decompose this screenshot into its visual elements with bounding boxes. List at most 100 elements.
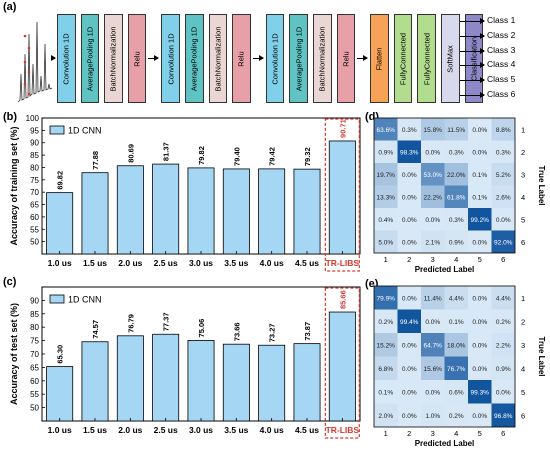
y-tick-label: 3 bbox=[521, 341, 525, 350]
matrix-cell bbox=[421, 286, 445, 310]
matrix-cell-value: 0.2% bbox=[378, 319, 393, 326]
matrix-cell-value: 0.2% bbox=[449, 413, 464, 420]
matrix-cell-value: 0.1% bbox=[472, 172, 487, 179]
matrix-cell bbox=[374, 286, 398, 310]
matrix-cell bbox=[397, 118, 421, 141]
matrix-cell bbox=[421, 356, 445, 380]
bar-value-label: 85.66 bbox=[338, 290, 347, 309]
layer-block: SoftMax bbox=[441, 14, 460, 103]
matrix-cell-value: 19.7% bbox=[377, 172, 396, 179]
x-tick-label: 3.5 us bbox=[224, 258, 248, 268]
matrix-cell bbox=[374, 380, 398, 404]
matrix-cell bbox=[491, 230, 515, 253]
y-tick-label: 90 bbox=[30, 296, 39, 305]
x-tick-label: 1 bbox=[384, 255, 388, 264]
matrix-cell-value: 79.9% bbox=[377, 295, 396, 302]
matrix-cell-value: 0.1% bbox=[472, 194, 487, 201]
matrix-cell-value: 6.8% bbox=[378, 366, 393, 373]
matrix-cell-value: 53.0% bbox=[424, 172, 443, 179]
matrix-cell-value: 13.3% bbox=[377, 194, 396, 201]
class-label: Class 4 bbox=[487, 59, 516, 70]
matrix-cell bbox=[491, 286, 515, 310]
matrix-cell-value: 0.4% bbox=[378, 217, 393, 224]
layer-block: BatchNormalization bbox=[208, 14, 228, 103]
y-axis-label: True Label bbox=[537, 336, 546, 376]
bar-value-label: 69.82 bbox=[56, 171, 65, 190]
layer-block-label: Flatten bbox=[374, 47, 384, 70]
matrix-cell-value: 0.0% bbox=[472, 319, 487, 326]
flow-arrow bbox=[148, 55, 160, 61]
x-tick-label: 6 bbox=[501, 429, 505, 438]
y-tick-label: 80 bbox=[30, 323, 39, 332]
class-label: Class 1 bbox=[487, 15, 516, 25]
flow-arrow bbox=[51, 55, 56, 61]
matrix-cell bbox=[444, 118, 468, 141]
matrix-cell bbox=[397, 140, 421, 163]
bar-value-label: 79.40 bbox=[232, 147, 241, 166]
bar-value-label: 80.69 bbox=[126, 144, 135, 163]
matrix-cell-value: 0.1% bbox=[449, 319, 464, 326]
x-tick-label: 6 bbox=[501, 255, 505, 264]
matrix-cell-value: 0.0% bbox=[402, 217, 417, 224]
layer-block: Convolution 1D bbox=[161, 14, 180, 103]
layer-block: Convolution 1D bbox=[57, 14, 76, 103]
matrix-cell bbox=[444, 140, 468, 163]
matrix-cell-value: 0.9% bbox=[449, 239, 464, 246]
matrix-cell-value: 0.0% bbox=[425, 217, 440, 224]
matrix-cell bbox=[468, 185, 492, 208]
layer-block: AveragePooling 1D bbox=[80, 14, 100, 103]
y-tick-label: 3 bbox=[521, 170, 525, 179]
layer-block: Flatten bbox=[370, 14, 389, 103]
y-tick-label: 50 bbox=[30, 238, 39, 247]
class-label: Class 3 bbox=[487, 44, 516, 55]
matrix-cell bbox=[374, 185, 398, 208]
matrix-cell bbox=[421, 333, 445, 357]
x-tick-label: 2.5 us bbox=[154, 425, 178, 435]
matrix-cell bbox=[468, 309, 492, 333]
legend-swatch bbox=[49, 125, 65, 135]
bar bbox=[187, 167, 215, 255]
matrix-cell-value: 15.8% bbox=[424, 127, 443, 134]
matrix-cell-value: 0.6% bbox=[449, 389, 464, 396]
matrix-cell-value: 0.0% bbox=[472, 239, 487, 246]
matrix-cell-value: 0.0% bbox=[472, 149, 487, 156]
y-tick-label: 1 bbox=[521, 125, 525, 134]
y-axis-label: True Label bbox=[537, 165, 546, 205]
matrix-cell-value: 0.0% bbox=[402, 342, 417, 349]
matrix-cell bbox=[491, 140, 515, 163]
bar bbox=[46, 192, 74, 255]
x-tick-label: 5 bbox=[478, 255, 482, 264]
legend-label: 1D CNN bbox=[68, 126, 102, 136]
y-tick-label: 85 bbox=[30, 151, 39, 160]
matrix-cell bbox=[397, 403, 421, 427]
layer-block: BatchNormalization bbox=[104, 14, 123, 103]
x-tick-label: 2.0 us bbox=[118, 258, 142, 268]
bar bbox=[293, 168, 321, 255]
bar bbox=[222, 168, 250, 255]
layer-block-label: BatchNormalization bbox=[213, 25, 223, 92]
matrix-cell-value: 8.8% bbox=[496, 127, 511, 134]
flow-arrow bbox=[252, 55, 264, 61]
x-tick-label: 2 bbox=[407, 255, 411, 264]
matrix-cell bbox=[491, 380, 515, 404]
y-tick-label: 100 bbox=[26, 114, 40, 123]
bar-value-label: 90.71 bbox=[338, 119, 347, 138]
x-tick-label: 1 bbox=[384, 429, 388, 438]
matrix-cell-value: 15.2% bbox=[377, 342, 396, 349]
x-tick-label: 4.5 us bbox=[295, 425, 319, 435]
layer-block-label: Convolution 1D bbox=[270, 32, 280, 85]
matrix-cell bbox=[444, 286, 468, 310]
matrix-cell-value: 22.0% bbox=[447, 172, 466, 179]
y-tick-label: 6 bbox=[521, 411, 525, 420]
matrix-cell bbox=[491, 208, 515, 231]
matrix-cell bbox=[374, 118, 398, 141]
matrix-cell bbox=[468, 403, 492, 427]
matrix-cell-value: 64.7% bbox=[424, 342, 443, 349]
bar-value-label: 81.37 bbox=[162, 142, 171, 161]
x-tick-label: 1.0 us bbox=[48, 258, 72, 268]
y-tick-label: 55 bbox=[30, 390, 39, 399]
matrix-cell-value: 2.0% bbox=[378, 413, 393, 420]
training-accuracy-chart: 50 55 60 65 70 75 80 85 90 95 100 Accuracy of train… bbox=[9, 114, 361, 272]
matrix-cell-value: 99.4% bbox=[400, 319, 419, 326]
bar bbox=[116, 335, 144, 422]
